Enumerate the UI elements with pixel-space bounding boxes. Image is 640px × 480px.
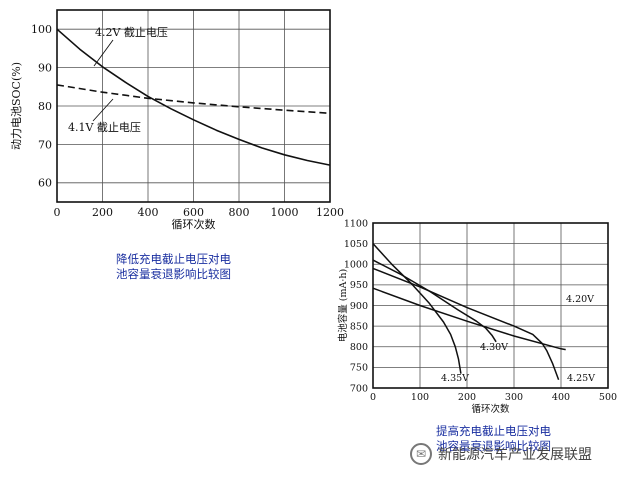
x-tick-label: 400	[138, 206, 159, 219]
watermark-text: 新能源汽车产业发展联盟	[438, 447, 592, 463]
x-tick-label: 800	[229, 206, 250, 219]
y-tick-label: 950	[350, 280, 368, 291]
chart2-caption-line2: 池容量衰退影响比较图	[436, 439, 551, 453]
y-tick-label: 900	[350, 301, 368, 312]
chart2-caption-line1: 提高充电截止电压对电	[436, 424, 551, 438]
plot-frame	[372, 222, 609, 389]
y-tick-label: 80	[38, 100, 52, 113]
wechat-icon: ✉	[410, 443, 432, 465]
y-tick-label: 1100	[344, 218, 368, 229]
x-tick-label: 600	[183, 206, 204, 219]
series-line-1	[372, 287, 566, 351]
y-tick-label: 700	[350, 383, 368, 394]
series-line-2	[372, 267, 560, 381]
y-tick-label: 70	[38, 138, 52, 151]
series-label-leader	[93, 39, 114, 67]
series-line-3	[372, 259, 497, 343]
y-axis-label: 电池容量 (mA·h)	[337, 269, 349, 342]
x-axis-label: 循环次数	[172, 217, 216, 231]
x-tick-label: 200	[458, 392, 476, 403]
y-axis-label: 动力电池SOC(%)	[10, 62, 23, 150]
series-label: 4.20V	[566, 294, 594, 305]
x-tick-label: 300	[505, 392, 523, 403]
y-tick-label: 1050	[344, 239, 368, 250]
chart2-caption: 提高充电截止电压对电 池容量衰退影响比较图	[436, 424, 551, 454]
x-tick-label: 0	[54, 206, 61, 219]
chart1-caption: 降低充电截止电压对电 池容量衰退影响比较图	[116, 252, 231, 282]
x-tick-label: 1000	[271, 206, 299, 219]
watermark: ✉ 新能源汽车产业发展联盟	[410, 441, 592, 467]
y-tick-label: 100	[31, 23, 52, 36]
series-label: 4.35V	[441, 373, 469, 384]
y-tick-label: 60	[38, 177, 52, 190]
x-tick-label: 0	[370, 392, 376, 403]
series-label: 4.25V	[567, 373, 595, 384]
y-tick-label: 800	[350, 342, 368, 353]
series-label: 4.30V	[480, 342, 508, 353]
y-tick-label: 750	[350, 363, 368, 374]
series-line-1	[56, 28, 331, 166]
x-axis-label: 循环次数	[471, 403, 510, 415]
chart-soc-vs-cycles: 0 200 400 600 800 1000 1200 60 70 80 90 100 循环次数 动力电池…	[10, 9, 344, 231]
x-tick-label: 1200	[316, 206, 344, 219]
chart1-caption-line1: 降低充电截止电压对电	[116, 252, 231, 266]
series-label: 4.1V 截止电压	[68, 120, 141, 134]
x-tick-label: 500	[599, 392, 617, 403]
chart-capacity-vs-cycles: 0 100 200 300 400 500 700 750 800 850 900 950 1000 10…	[337, 218, 617, 415]
y-tick-label: 1000	[344, 260, 368, 271]
y-tick-label: 850	[350, 321, 368, 332]
series-line-4	[372, 243, 462, 374]
x-tick-label: 200	[92, 206, 113, 219]
chart1-caption-line2: 池容量衰退影响比较图	[116, 267, 231, 281]
series-line-2	[56, 84, 331, 115]
x-tick-label: 100	[411, 392, 429, 403]
y-tick-label: 90	[38, 61, 52, 74]
x-tick-label: 400	[552, 392, 570, 403]
series-label-leader	[92, 98, 114, 122]
series-label: 4.2V 截止电压	[95, 25, 168, 39]
plot-frame	[56, 9, 331, 203]
